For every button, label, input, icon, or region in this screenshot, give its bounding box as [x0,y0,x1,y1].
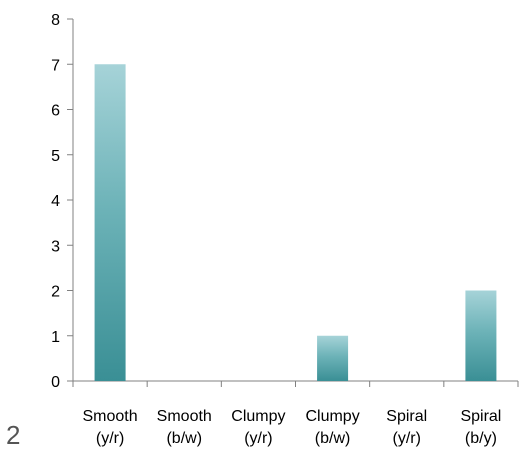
category-label: Smooth (b/w) [157,408,212,447]
bar [94,64,126,381]
y-tick-label: 1 [51,329,60,346]
category-label: Smooth (y/r) [83,408,138,447]
category-label: Clumpy (b/w) [305,408,359,447]
page-number: 2 [6,420,21,450]
category-label: Clumpy (y/r) [231,408,285,447]
category-label: Spiral (b/y) [460,408,501,447]
category-labels: Smooth (y/r) Smooth (b/w) Clumpy (y/r) Clumpy(… [83,408,502,447]
y-axis: 0 1 2 3 4 5 6 7 8 [51,12,74,391]
y-tick-label: 8 [51,12,60,29]
y-tick-label: 5 [51,148,60,165]
y-tick-label: 3 [51,238,60,255]
x-axis [72,380,519,387]
y-tick-label: 7 [51,57,60,74]
bar [465,290,497,381]
category-label: Spiral (y/r) [386,408,427,447]
bar [317,335,349,381]
y-tick-label: 4 [51,193,60,210]
y-tick-label: 0 [51,374,60,391]
bars [94,64,497,381]
y-tick-label: 6 [51,103,60,120]
y-tick-label: 2 [51,284,60,301]
